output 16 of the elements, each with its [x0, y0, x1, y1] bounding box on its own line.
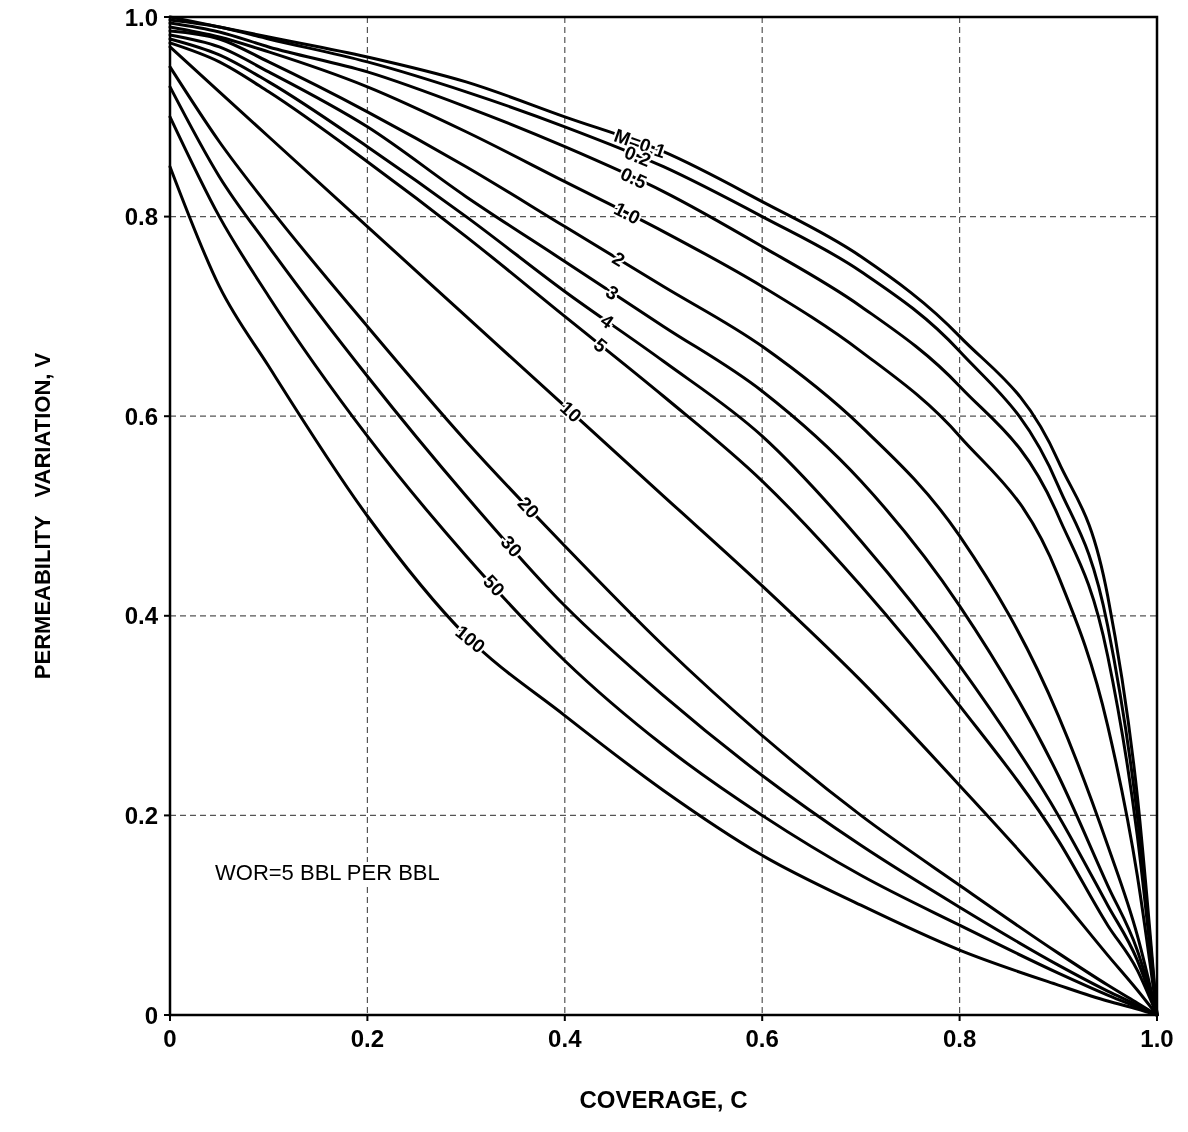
y-tick-label: 0.2 [124, 801, 158, 829]
x-tick-label: 0.8 [942, 1025, 977, 1052]
y-axis-title: PERMEABILITY VARIATION, V [30, 352, 55, 680]
x-tick-label: 0 [163, 1025, 177, 1052]
x-axis-title: COVERAGE, C [579, 1086, 748, 1113]
x-tick-label: 1.0 [1140, 1025, 1174, 1052]
y-tick-label: 0.4 [124, 602, 159, 630]
y-tick-label: 0 [144, 1001, 158, 1029]
y-tick-label: 0.6 [124, 402, 158, 430]
y-tick-label: 1.0 [124, 3, 158, 31]
annotation: WOR=5 BBL PER BBL [215, 860, 440, 886]
x-tick-label: 0.6 [745, 1025, 779, 1052]
y-tick-label: 0.8 [124, 203, 158, 231]
text: 100 [451, 621, 490, 658]
x-tick-label: 0.4 [548, 1025, 583, 1052]
x-tick-label: 0.2 [350, 1025, 385, 1052]
